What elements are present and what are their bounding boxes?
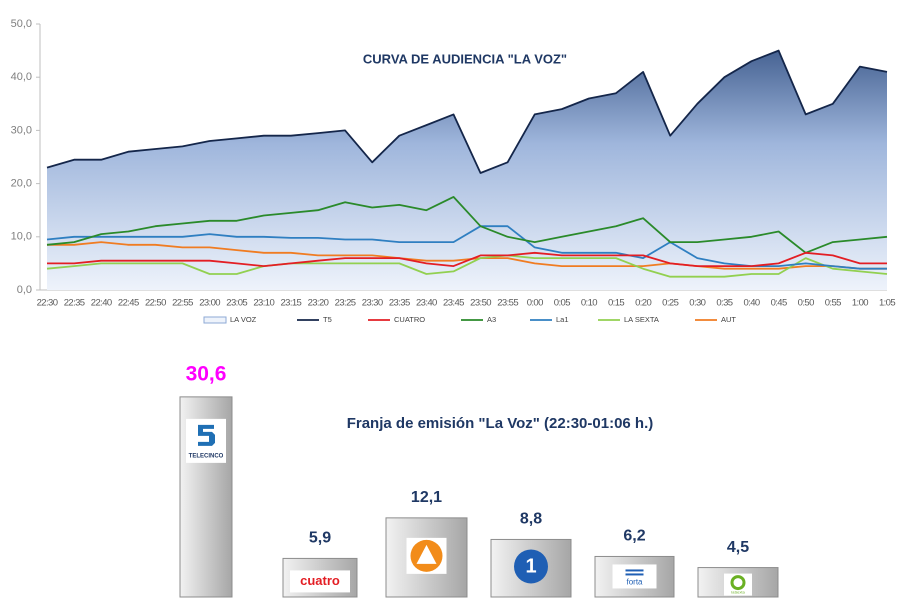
value-label: 12,1 — [411, 489, 442, 506]
x-tick-label: 0:15 — [608, 298, 624, 309]
chart-title: CURVA DE AUDIENCIA "LA VOZ" — [363, 51, 567, 66]
line — [46, 49, 888, 174]
logo-circle — [730, 575, 746, 591]
legend-label: AUT — [721, 315, 736, 324]
x-tick-label: 23:10 — [253, 298, 274, 309]
logo-text: TELECINCO — [189, 453, 224, 459]
legend-label: T5 — [323, 315, 332, 324]
chart-title: Franja de emisión "La Voz" (22:30-01:06 … — [347, 415, 654, 432]
x-tick-label: 1:05 — [879, 298, 895, 309]
logo-bg — [290, 570, 350, 593]
x-tick-label: 0:55 — [825, 298, 841, 309]
legend-label: CUATRO — [394, 315, 425, 324]
x-tick-label: 0:50 — [798, 298, 814, 309]
x-tick-label: 23:15 — [280, 298, 301, 309]
x-tick-label: 0:10 — [581, 298, 597, 309]
value-label: 5,9 — [309, 530, 331, 547]
x-tick-label: 22:35 — [64, 298, 85, 309]
share-chart: Franja de emisión "La Voz" (22:30-01:06 … — [179, 362, 779, 598]
logo-text: cuatro — [300, 573, 340, 588]
x-tick-label: 0:00 — [527, 298, 543, 309]
line — [47, 241, 887, 270]
x-tick-label: 22:45 — [118, 298, 139, 309]
x-tick-label: 0:40 — [743, 298, 759, 309]
x-tick-label: 22:50 — [145, 298, 166, 309]
x-tick-label: 22:40 — [91, 298, 112, 309]
logo-bg — [612, 564, 657, 589]
logo-five — [198, 424, 215, 446]
x-tick-label: 22:55 — [172, 298, 193, 309]
x-tick-label: 0:20 — [635, 298, 651, 309]
value-label: 6,2 — [623, 528, 645, 545]
logo-bar — [625, 573, 644, 576]
logo-text: laSexta — [731, 590, 745, 595]
logo-circle — [514, 549, 548, 584]
x-tick-label: 23:30 — [362, 298, 383, 309]
x-tick-label: 23:40 — [416, 298, 437, 309]
value-label: 4,5 — [727, 539, 749, 556]
x-tick-label: 23:35 — [389, 298, 410, 309]
channel-logo: laSexta — [724, 573, 752, 596]
x-tick-label: 0:45 — [771, 298, 787, 309]
y-tick-label: 50,0 — [11, 18, 32, 30]
area — [47, 50, 887, 290]
x-tick-label: 23:45 — [443, 298, 464, 309]
value-label: 30,6 — [186, 362, 227, 385]
x-tick-label: 23:50 — [470, 298, 491, 309]
x-tick-label: 22:30 — [37, 298, 58, 309]
y-tick-label: 30,0 — [11, 124, 32, 136]
x-tick-label: 0:30 — [689, 298, 705, 309]
y-tick-label: 40,0 — [11, 71, 32, 83]
legend-label: LA SEXTA — [624, 315, 659, 324]
channel-logo — [406, 537, 447, 574]
logo-bg — [724, 573, 752, 596]
x-tick-label: 0:05 — [554, 298, 570, 309]
legend-swatch — [203, 316, 227, 324]
x-tick-label: 1:00 — [852, 298, 868, 309]
line — [46, 254, 888, 278]
channel-logo: cuatro — [290, 570, 350, 593]
line — [46, 196, 888, 254]
x-tick-label: 23:00 — [199, 298, 220, 309]
logo-triangle — [416, 544, 437, 564]
y-tick-label: 0,0 — [17, 284, 32, 296]
y-tick-label: 10,0 — [11, 231, 32, 243]
x-tick-label: 0:25 — [662, 298, 678, 309]
y-tick-label: 20,0 — [11, 178, 32, 190]
logo-bar — [625, 569, 644, 572]
value-label: 8,8 — [520, 511, 542, 528]
x-tick-label: 23:05 — [226, 298, 247, 309]
logo-text: forta — [626, 578, 643, 587]
x-tick-label: 23:55 — [497, 298, 518, 309]
channel-logo: forta — [612, 564, 657, 589]
x-tick-label: 0:35 — [716, 298, 732, 309]
legend-label: LA VOZ — [230, 315, 257, 324]
audience-chart: 0,0 10,0 20,0 30,0 40,0 50,0 22:30 22:35 22:40 22… — [11, 18, 896, 324]
logo-text: 1 — [525, 556, 536, 578]
line — [47, 251, 887, 267]
channel-logo: TELECINCO — [186, 418, 226, 463]
x-tick-label: 23:20 — [308, 298, 329, 309]
x-tick-label: 23:25 — [335, 298, 356, 309]
legend-label: A3 — [487, 315, 496, 324]
channel-logo: 1 — [514, 549, 548, 584]
legend-label: La1 — [556, 315, 569, 324]
